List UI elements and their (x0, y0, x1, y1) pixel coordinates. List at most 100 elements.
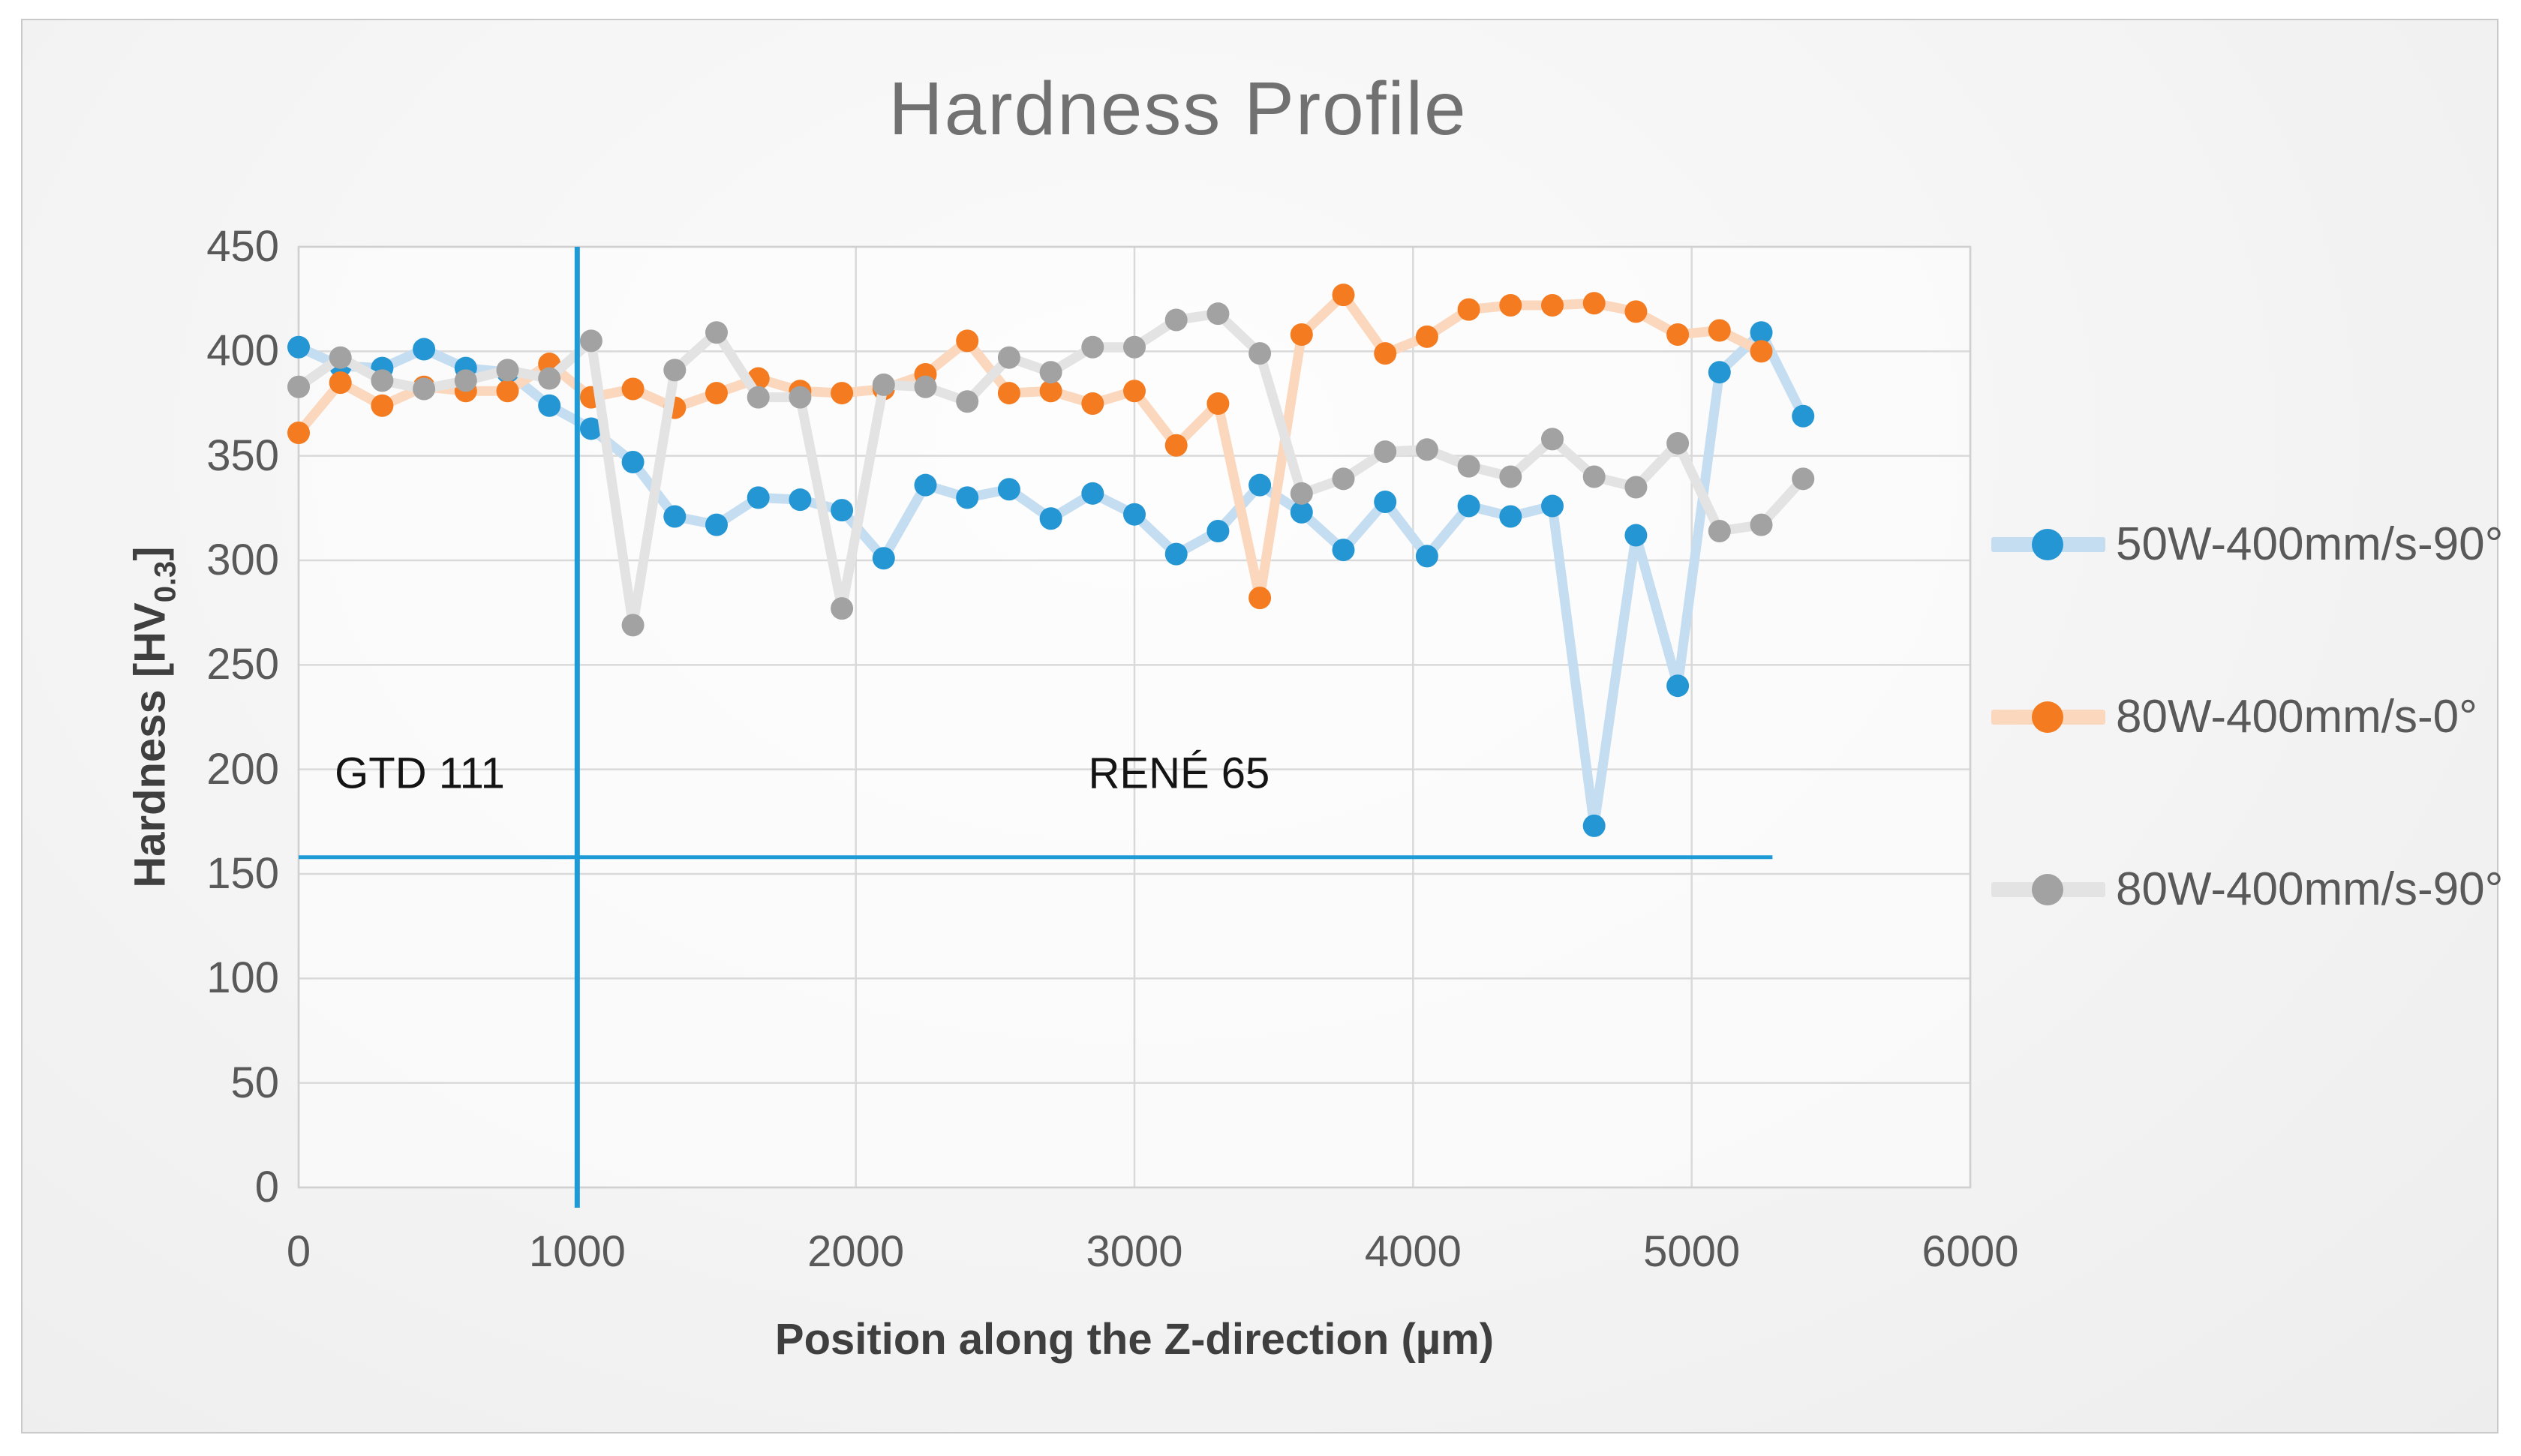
data-point (287, 375, 310, 398)
x-tick-label: 6000 (1922, 1227, 2019, 1276)
data-point (1415, 545, 1438, 568)
x-tick-label: 1000 (528, 1227, 626, 1276)
data-point (1081, 482, 1104, 505)
legend-marker-gray (2032, 874, 2063, 905)
y-tick-label: 400 (206, 326, 279, 376)
data-point (1123, 503, 1146, 526)
data-point (705, 321, 728, 344)
legend-item-80w-400-90[interactable]: 80W-400mm/s-90° (1988, 859, 2513, 919)
data-point (663, 359, 687, 382)
data-point (663, 505, 687, 528)
data-point (914, 375, 937, 398)
data-point (413, 377, 436, 401)
data-point (1582, 292, 1606, 315)
data-point (454, 369, 477, 392)
data-point (1792, 404, 1815, 428)
legend-item-80w-400-0[interactable]: 80W-400mm/s-0° (1988, 686, 2513, 746)
data-point (1332, 467, 1355, 491)
legend-label: 50W-400mm/s-90° (2116, 518, 2504, 570)
data-point (413, 338, 436, 361)
data-point (1415, 325, 1438, 348)
data-point (371, 369, 394, 392)
data-point (1457, 494, 1480, 518)
y-tick-label: 200 (206, 744, 279, 794)
data-point (1666, 431, 1690, 455)
data-point (1248, 473, 1272, 497)
data-point (1708, 519, 1731, 542)
data-point (956, 486, 979, 509)
data-point (496, 380, 519, 403)
chart-title: Hardness Profile (888, 67, 1468, 151)
annotation-rene65: RENÉ 65 (1088, 749, 1270, 798)
data-point (1206, 392, 1230, 415)
data-point (872, 373, 895, 396)
data-point (287, 335, 310, 359)
y-tick-label: 150 (206, 849, 279, 898)
data-point (789, 488, 812, 512)
data-point (1164, 434, 1188, 457)
legend-label: 80W-400mm/s-90° (2116, 863, 2504, 915)
legend-item-50w-400-90[interactable]: 50W-400mm/s-90° (1988, 514, 2513, 574)
data-point (1624, 300, 1648, 323)
y-tick-label: 450 (206, 222, 279, 271)
data-point (747, 486, 770, 509)
data-point (956, 329, 979, 353)
data-point (1750, 321, 1773, 344)
data-point (621, 451, 645, 474)
data-point (1415, 438, 1438, 461)
data-point (1541, 494, 1564, 518)
data-point (1039, 507, 1062, 530)
data-point (1624, 524, 1648, 547)
data-point (1290, 323, 1313, 347)
data-point (579, 417, 602, 440)
data-point (329, 371, 352, 395)
data-point (1792, 467, 1815, 491)
data-point (789, 386, 812, 409)
data-point (1206, 519, 1230, 542)
data-point (831, 382, 854, 405)
data-point (914, 473, 937, 497)
data-point (1248, 587, 1272, 610)
data-point (1290, 500, 1313, 524)
data-point (579, 329, 602, 353)
data-point (1582, 814, 1606, 837)
data-point (538, 367, 561, 390)
data-point (496, 359, 519, 382)
data-point (1541, 428, 1564, 451)
data-point (1081, 392, 1104, 415)
data-point (1457, 455, 1480, 478)
data-point (1164, 308, 1188, 332)
y-tick-label: 350 (206, 431, 279, 480)
data-point (1666, 674, 1690, 698)
data-point (705, 513, 728, 536)
data-point (1290, 482, 1313, 505)
data-point (997, 382, 1020, 405)
data-point (956, 390, 979, 413)
data-point (1206, 302, 1230, 326)
data-point (1457, 298, 1480, 321)
x-tick-label: 3000 (1086, 1227, 1183, 1276)
data-point (1123, 380, 1146, 403)
data-point (1499, 294, 1522, 317)
data-point (1541, 294, 1564, 317)
data-point (1164, 542, 1188, 566)
data-point (1332, 539, 1355, 562)
data-point (538, 394, 561, 417)
data-point (1666, 323, 1690, 347)
data-point (872, 547, 895, 570)
data-point (831, 499, 854, 522)
data-point (1081, 335, 1104, 359)
data-point (1123, 335, 1146, 359)
x-tick-label: 2000 (807, 1227, 905, 1276)
data-point (1248, 342, 1272, 365)
y-tick-label: 0 (254, 1163, 279, 1211)
x-tick-label: 4000 (1364, 1227, 1462, 1276)
y-tick-label: 50 (230, 1058, 279, 1107)
y-axis-title: Hardness [HV0.3] (125, 546, 183, 887)
legend-marker-blue (2032, 529, 2063, 560)
data-point (1582, 465, 1606, 488)
x-tick-label: 5000 (1643, 1227, 1741, 1276)
x-axis-title: Position along the Z-direction (µm) (774, 1315, 1495, 1364)
data-point (1332, 284, 1355, 307)
